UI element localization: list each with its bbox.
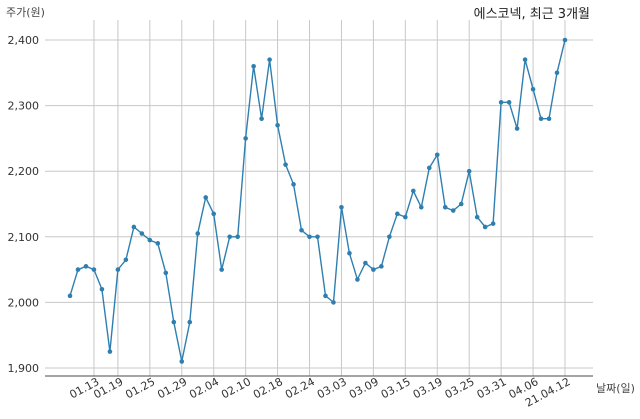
data-point (139, 231, 145, 236)
x-tick-label: 03.31 (475, 375, 509, 401)
data-point (323, 293, 328, 299)
data-point (411, 188, 416, 194)
data-point (498, 100, 504, 105)
data-point (299, 227, 304, 233)
grid-layer (45, 20, 593, 376)
data-point (426, 165, 432, 171)
y-tick-label: 2,300 (8, 100, 40, 113)
data-point (363, 260, 368, 266)
data-point (347, 250, 352, 256)
data-point (506, 100, 512, 105)
data-point (91, 267, 97, 272)
x-tick-label: 01.29 (155, 375, 189, 401)
data-point (107, 349, 113, 354)
data-point (155, 241, 161, 246)
data-point (203, 195, 209, 200)
x-axis-label: 날짜(일) (596, 381, 635, 395)
x-tick-label: 03.25 (443, 375, 477, 401)
x-tick-label: 02.24 (283, 375, 317, 401)
data-point (251, 63, 256, 69)
data-point (450, 208, 456, 213)
data-point (538, 116, 544, 122)
data-point (522, 57, 528, 62)
data-point (187, 319, 193, 325)
data-point (179, 359, 185, 364)
data-point (75, 267, 81, 272)
data-point (211, 211, 217, 217)
data-point (195, 231, 201, 236)
data-point (466, 168, 472, 174)
data-point (243, 136, 248, 141)
data-point (434, 152, 440, 158)
x-tick-label: 02.18 (251, 375, 285, 401)
data-point (275, 122, 280, 128)
data-point (147, 237, 153, 243)
data-point (227, 234, 232, 240)
y-tick-label: 2,400 (8, 34, 40, 47)
data-point (67, 293, 73, 299)
data-point (283, 162, 288, 167)
x-tick-label: 03.15 (379, 375, 413, 401)
label-layer: 주가(원) 에스코넥, 최근 3개월 날짜(일) (6, 6, 635, 395)
x-tick-label: 03.19 (411, 375, 445, 401)
x-tick-label: 02.10 (219, 375, 253, 401)
data-point (115, 267, 121, 272)
data-point (259, 116, 264, 122)
data-point (219, 267, 224, 272)
data-point (307, 234, 312, 240)
data-point (554, 70, 560, 76)
data-point (131, 224, 137, 230)
data-point (530, 86, 536, 92)
data-point (387, 234, 392, 240)
x-tick-label: 01.25 (123, 375, 157, 401)
data-point (546, 116, 552, 122)
data-point (514, 126, 520, 131)
data-point (83, 264, 89, 269)
data-point (418, 204, 424, 210)
x-tick-label: 03.09 (347, 375, 381, 401)
data-point (331, 300, 336, 305)
data-point (562, 37, 568, 43)
y-tick-label: 1,900 (8, 362, 40, 375)
data-point (355, 277, 360, 282)
data-point (171, 319, 177, 325)
data-point (339, 204, 344, 210)
data-point (267, 57, 272, 62)
y-tick-label: 2,100 (8, 231, 40, 244)
data-point (490, 221, 496, 226)
data-point (403, 214, 408, 220)
data-point (474, 214, 480, 220)
data-point (371, 267, 376, 272)
data-point (235, 234, 240, 240)
data-point (291, 182, 296, 187)
chart-title: 에스코넥, 최근 3개월 (474, 7, 590, 22)
x-tick-label: 03.03 (315, 375, 349, 401)
data-point (163, 270, 169, 276)
data-point (482, 224, 488, 230)
series-line (69, 39, 566, 362)
series-layer (67, 37, 568, 364)
y-axis-label: 주가(원) (6, 6, 45, 19)
data-point (442, 204, 448, 210)
data-point (395, 211, 400, 217)
y-tick-label: 2,200 (8, 165, 40, 178)
data-point (379, 264, 384, 269)
data-point (99, 286, 105, 292)
y-tick-label: 2,000 (8, 296, 40, 309)
data-point (123, 257, 129, 263)
x-tick-label: 02.04 (187, 375, 221, 401)
data-point (458, 201, 464, 207)
data-point (315, 234, 320, 240)
